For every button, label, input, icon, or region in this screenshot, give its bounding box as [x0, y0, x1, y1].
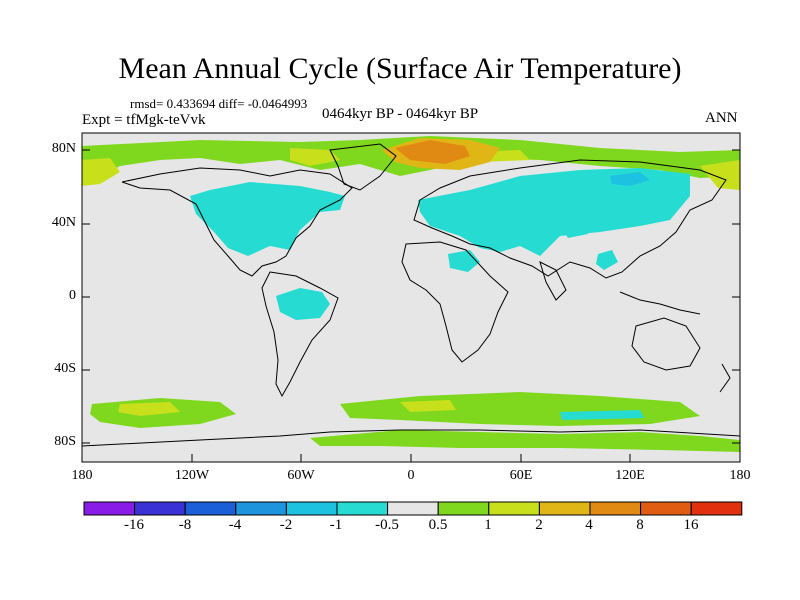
colorbar-box	[488, 501, 540, 516]
colorbar-box	[690, 501, 743, 516]
colorbar-box	[285, 501, 338, 516]
colorbar-label: -0.5	[375, 517, 399, 533]
experiment-label: Expt = tfMgk-teVvk	[82, 112, 206, 128]
lon-label: 0	[407, 468, 415, 483]
colorbar-label: -16	[124, 517, 144, 533]
colorbar-box	[83, 501, 136, 516]
antarctic-green-band	[310, 430, 740, 452]
asia-cool-spot	[596, 250, 618, 270]
middle-east-cool-region	[448, 250, 480, 272]
colorbar-label: 1	[484, 517, 492, 533]
coastline-greenland	[329, 143, 397, 191]
colorbar-box	[134, 501, 186, 516]
north-america-cool-region	[190, 182, 345, 256]
colorbar-label: -8	[178, 517, 192, 533]
coastline-north-america	[121, 167, 353, 277]
coastline-new-zealand	[719, 363, 731, 393]
asia-cool-spot	[560, 222, 588, 238]
lat-label: 80N	[51, 141, 76, 156]
lat-label: 40N	[51, 215, 76, 230]
lon-label: 180	[71, 468, 93, 483]
coastline-antarctica	[81, 429, 741, 447]
lat-label: 40S	[54, 361, 76, 376]
coastline-india	[539, 261, 567, 301]
colorbar-label: 0.5	[428, 517, 448, 533]
lon-label: 120E	[615, 468, 645, 483]
coastline-africa	[401, 241, 509, 363]
coastline-eurasia	[413, 159, 727, 279]
colorbar-box	[184, 501, 237, 516]
southern-ocean-yellow-patch	[118, 402, 180, 416]
arctic-yellow-patch	[290, 148, 340, 166]
colorbar-box	[589, 501, 642, 516]
arctic-dark-orange-core	[395, 140, 470, 164]
southern-ocean-yellow-patch	[400, 400, 456, 412]
lon-label: 60E	[509, 468, 533, 483]
chart-title: Mean Annual Cycle (Surface Air Temperatu…	[118, 52, 682, 85]
colorbar-label: 4	[585, 517, 593, 533]
colorbar-label: -1	[329, 517, 343, 533]
season-label: ANN	[705, 110, 738, 126]
arctic-yellow-patch	[82, 158, 120, 186]
arctic-yellow-patch	[700, 160, 740, 190]
coastline-south-america	[261, 271, 339, 398]
amazon-cool-region	[276, 288, 330, 320]
colorbar-box	[336, 501, 389, 516]
lon-label: 120W	[174, 468, 210, 483]
eurasia-cool-core	[610, 172, 650, 186]
coastline-australia	[631, 317, 701, 371]
colorbar-label: -2	[279, 517, 293, 533]
lon-label: 180	[729, 468, 751, 483]
stats-text: rmsd= 0.433694 diff= -0.0464993	[130, 96, 308, 111]
colorbar-label: -4	[228, 517, 242, 533]
eurasia-cool-region	[418, 168, 690, 256]
colorbar-box	[235, 501, 287, 516]
colorbar-label: 2	[535, 517, 543, 533]
coastline-maritime-asia	[619, 291, 701, 315]
lat-label: 0	[69, 288, 76, 303]
colorbar-label: 16	[683, 517, 699, 533]
coastlines	[81, 143, 741, 447]
map-panel	[81, 132, 741, 463]
lat-label: 80S	[54, 434, 76, 449]
colorbar	[83, 501, 743, 516]
period-label: 0464kyr BP - 0464kyr BP	[322, 106, 479, 122]
colorbar-box	[640, 501, 692, 516]
colorbar-box	[437, 501, 490, 516]
southern-ocean-cool-strip	[560, 410, 644, 420]
colorbar-box	[387, 501, 439, 516]
colorbar-box	[538, 501, 591, 516]
lon-label: 60W	[287, 468, 315, 483]
colorbar-label: 8	[636, 517, 644, 533]
axis-ticks	[81, 149, 741, 462]
